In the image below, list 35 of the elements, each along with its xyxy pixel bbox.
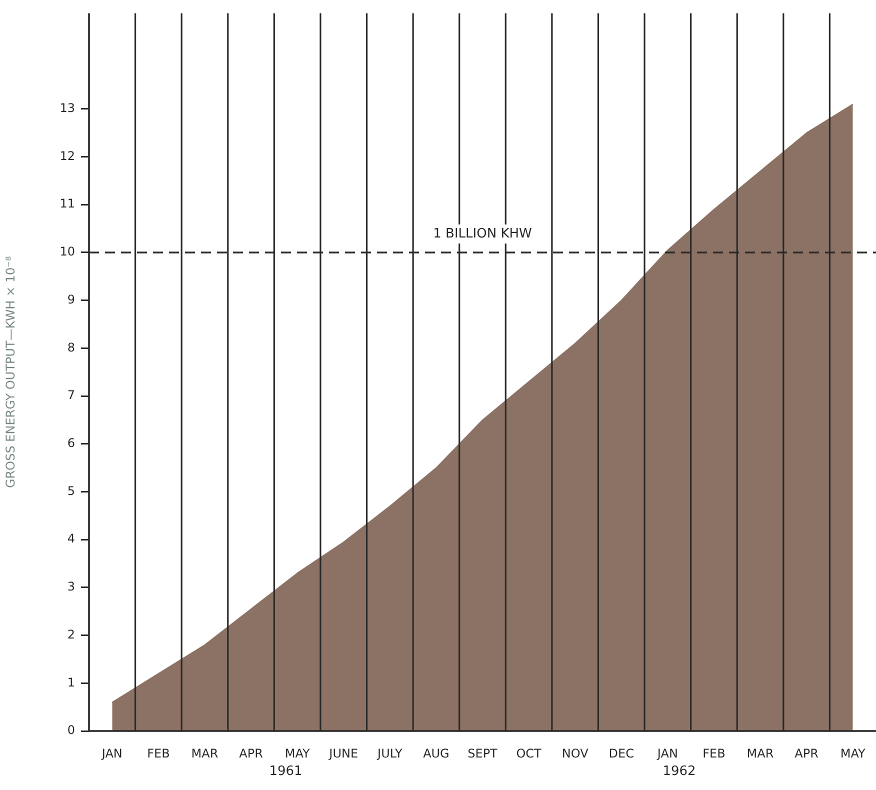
x-tick-label: JAN [100, 746, 122, 760]
y-tick-label: 3 [67, 580, 75, 594]
y-tick-label: 4 [67, 532, 75, 546]
x-tick-label: APR [239, 746, 263, 760]
y-tick-label: 1 [67, 675, 75, 690]
y-tick-label: 0 [67, 723, 75, 738]
x-tick-label: JUNE [328, 746, 358, 760]
text: 1962 [662, 764, 696, 779]
x-tick-label: AUG [423, 746, 450, 760]
y-tick-label: 12 [60, 148, 75, 163]
x-tick-label: DEC [608, 746, 634, 760]
x-tick-label: JAN [656, 746, 678, 760]
x-tick-label: MAR [746, 746, 774, 760]
y-tick-label: 5 [67, 484, 75, 498]
y-tick-label: 2 [67, 627, 75, 642]
x-tick-label: APR [794, 746, 818, 760]
text: 1961 [269, 764, 302, 779]
y-tick-label: 8 [67, 340, 75, 354]
x-tick-label: MAY [840, 746, 866, 760]
y-tick-label: 6 [67, 436, 75, 450]
x-tick-label: SEPT [468, 746, 498, 760]
y-tick-label: 13 [60, 101, 75, 116]
x-tick-label: NOV [562, 746, 590, 760]
y-axis-title: GROSS ENERGY OUTPUT—KWH × 10⁻⁸ [3, 256, 18, 488]
ref-line-label: 1 BILLION KHW [433, 226, 532, 242]
x-tick-label: FEB [702, 746, 726, 760]
y-tick-label: 7 [67, 388, 75, 402]
x-tick-label: MAR [191, 746, 218, 760]
x-tick-label: MAY [284, 746, 310, 760]
y-tick-label: 10 [60, 244, 75, 259]
y-tick-label: 9 [67, 292, 75, 306]
x-tick-label: FEB [147, 746, 170, 760]
y-tick-label: 11 [60, 196, 75, 211]
x-tick-label: OCT [516, 746, 542, 760]
x-tick-label: JULY [376, 746, 403, 760]
